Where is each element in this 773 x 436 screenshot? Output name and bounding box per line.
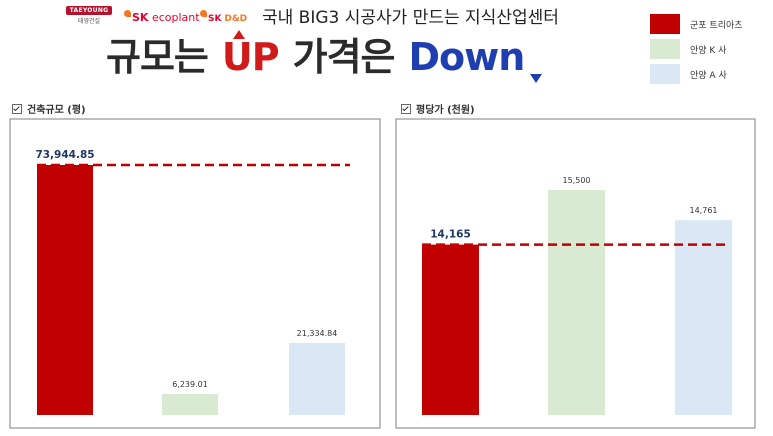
bar-value-label: 15,500 (563, 176, 591, 185)
bar-value-label: 14,165 (430, 229, 471, 241)
down-arrow-icon (530, 74, 542, 83)
sk-dnd-rest: D&D (224, 14, 248, 24)
chart-title-price: 평당가 (천원) (401, 101, 475, 116)
chart-bar (422, 244, 479, 415)
legend-swatch (650, 39, 680, 59)
chart-bar (162, 393, 218, 415)
taeyoung-logo-mark: TAEYOUNG (66, 6, 112, 15)
legend: 군포 트리아츠 안양 K 사 안양 A 사 (650, 14, 770, 89)
checkbox-icon (12, 104, 22, 114)
legend-item: 군포 트리아츠 (650, 14, 770, 36)
chart-bar (289, 342, 345, 415)
bar-value-label: 21,334.84 (297, 329, 338, 338)
taeyoung-logo-sub: 태영건설 (77, 18, 101, 25)
sk-dnd-logo: SK D&D (200, 10, 247, 24)
page-title: 국내 BIG3 시공사가 만드는 지식산업센터 (262, 8, 559, 28)
checkbox-icon (401, 104, 411, 114)
legend-label: 안양 A 사 (690, 71, 727, 81)
chart-title-size-text: 건축규모 (평) (27, 105, 86, 116)
legend-swatch (650, 64, 680, 84)
headline-down: Down (408, 35, 526, 79)
legend-label: 군포 트리아츠 (690, 21, 743, 31)
legend-item: 안양 K 사 (650, 39, 770, 61)
chart-title-price-text: 평당가 (천원) (416, 105, 475, 116)
builder-logos: TAEYOUNG 태영건설 SK ecoplant SK D&D (62, 2, 252, 28)
headline: 규모는 UP 가격은 Down (106, 34, 526, 80)
bar-value-label: 73,944.85 (35, 149, 94, 161)
up-arrow-icon (233, 30, 245, 39)
sk-ecoplant-sk: SK (132, 11, 149, 24)
headline-part1: 규모는 (106, 35, 209, 79)
sk-ecoplant-logo: SK ecoplant (124, 10, 200, 24)
legend-label: 안양 K 사 (690, 46, 727, 56)
headline-part2: 가격은 (292, 35, 396, 79)
sk-dnd-sk: SK (208, 14, 222, 24)
bar-value-label: 14,761 (690, 206, 718, 215)
chart-bar (675, 220, 732, 415)
headline-up: UP (221, 35, 280, 79)
bar-value-label: 6,239.01 (172, 380, 208, 389)
legend-swatch (650, 14, 680, 34)
chart-bar (548, 190, 605, 415)
sk-butterfly-icon (124, 10, 131, 17)
chart-bar (37, 165, 93, 415)
chart-title-size: 건축규모 (평) (12, 101, 86, 116)
legend-item: 안양 A 사 (650, 64, 770, 86)
sk-butterfly-icon (200, 10, 207, 17)
taeyoung-logo: TAEYOUNG 태영건설 (66, 6, 112, 25)
sk-ecoplant-rest: ecoplant (151, 11, 200, 24)
